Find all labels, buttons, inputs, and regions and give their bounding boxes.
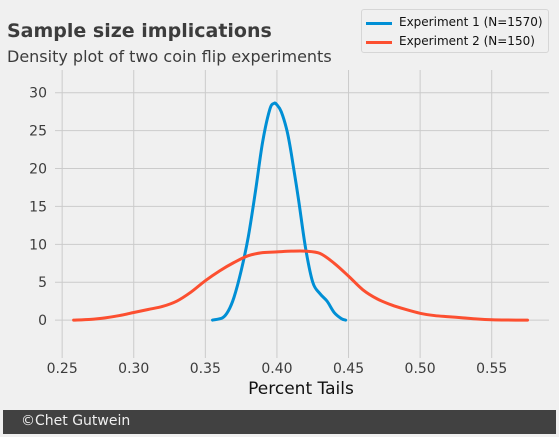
- x-axis-label: Percent Tails: [248, 379, 354, 399]
- chart-title: Sample size implications: [7, 20, 272, 42]
- x-tick-label: 0.50: [405, 361, 436, 377]
- y-tick-label: 25: [29, 124, 47, 140]
- series-line-experiment-1: [211, 101, 348, 322]
- y-tick-label: 5: [38, 275, 47, 291]
- x-tick-label: 0.35: [190, 361, 221, 377]
- y-tick-label: 20: [29, 162, 47, 178]
- legend-item-experiment-1: Experiment 1 (N=1570): [362, 15, 548, 33]
- legend-label-experiment-1: Experiment 1 (N=1570): [399, 15, 543, 29]
- x-tick-label: 0.25: [47, 361, 78, 377]
- footer-bar: ©Chet Gutwein: [3, 410, 556, 434]
- y-tick-label: 15: [29, 199, 47, 215]
- y-tick-label: 0: [38, 313, 47, 329]
- x-tick-label: 0.45: [333, 361, 364, 377]
- x-tick-label: 0.55: [476, 361, 507, 377]
- series-line-experiment-2: [72, 249, 530, 322]
- legend-swatch-experiment-2: [366, 41, 392, 44]
- legend: Experiment 1 (N=1570) Experiment 2 (N=15…: [361, 9, 549, 53]
- legend-label-experiment-2: Experiment 2 (N=150): [399, 34, 535, 48]
- y-tick-label: 10: [29, 237, 47, 253]
- x-tick-label: 0.40: [261, 361, 292, 377]
- chart-subtitle: Density plot of two coin flip experiment…: [7, 47, 332, 66]
- y-tick-label: 30: [29, 86, 47, 102]
- legend-item-experiment-2: Experiment 2 (N=150): [362, 34, 548, 52]
- legend-swatch-experiment-1: [366, 22, 392, 25]
- x-tick-label: 0.30: [118, 361, 149, 377]
- footer-credit: ©Chet Gutwein: [21, 413, 131, 429]
